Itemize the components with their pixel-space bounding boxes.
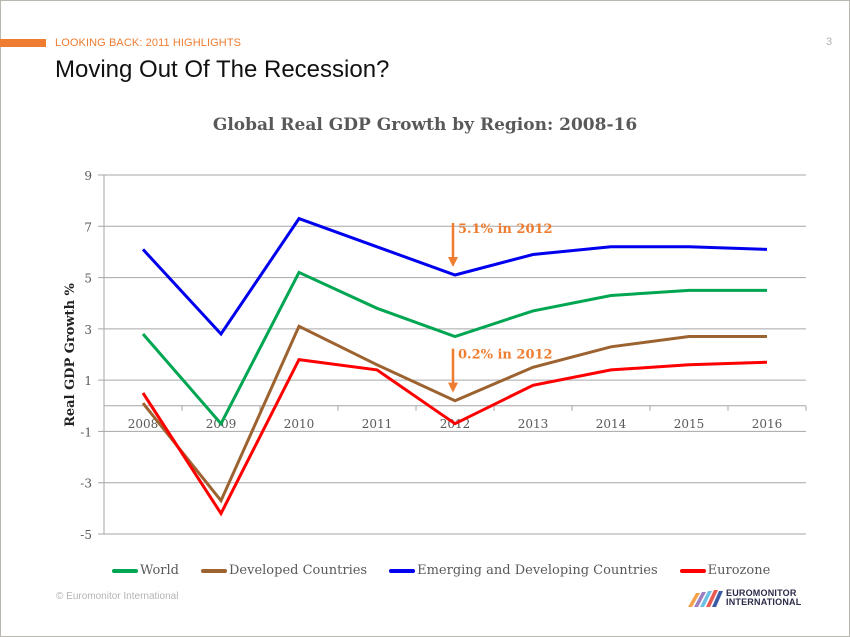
series-line-world [141,270,767,427]
x-tick-label: 2013 [518,417,549,431]
copyright-notice: © Euromonitor International [56,591,179,602]
y-tick-label: 5 [84,272,92,286]
y-tick-label: -5 [80,528,92,542]
annotations: 5.1% in 2012 0.2% in 2012 [448,222,553,393]
chart-legend: World Developed Countries Emerging and D… [112,563,792,578]
series-line-developed [141,324,767,504]
logo-line-2: INTERNATIONAL [726,597,802,607]
legend-item-developed: Developed Countries [201,563,367,578]
y-tick-label: -3 [80,477,92,491]
series-line-eurozone [141,357,768,517]
y-tick-label: -1 [80,425,92,439]
chart-title: Global Real GDP Growth by Region: 2008-1… [212,115,638,135]
slide-title: Moving Out Of The Recession? [55,56,390,83]
x-tick-label: 2015 [674,417,705,431]
annotation-label: 0.2% in 2012 [458,348,553,363]
y-tick-label: 1 [84,374,92,388]
legend-swatch-eurozone [679,568,706,573]
y-tick-label: 3 [84,323,92,337]
legend-swatch-world [112,568,138,573]
legend-swatch-developed [201,568,227,573]
euromonitor-logo: EUROMONITOR INTERNATIONAL [688,589,801,607]
series-lines [141,216,768,517]
logo-mark-icon [688,590,723,607]
y-tick-label: 9 [84,169,92,183]
x-tick-label: 2016 [752,417,783,431]
series-line-emerging [141,216,768,337]
legend-label-eurozone: Eurozone [707,563,771,578]
page-number: 3 [826,36,833,48]
legend-item-world: World [112,563,179,578]
x-tick-label: 2014 [596,417,627,431]
x-tick-label: 2011 [362,417,393,431]
legend-item-emerging: Emerging and Developing Countries [389,563,658,578]
legend-label-world: World [140,563,179,578]
section-accent-bar [0,39,46,47]
legend-swatch-emerging [389,568,416,573]
logo-wordmark: EUROMONITOR INTERNATIONAL [726,589,801,607]
annotation-arrow-head-icon [448,257,458,268]
y-axis-label: Real GDP Growth % [63,282,78,426]
legend-label-developed: Developed Countries [229,563,368,578]
section-label: LOOKING BACK: 2011 HIGHLIGHTS [55,37,242,49]
x-tick-label: 2008 [128,417,159,431]
legend-label-emerging: Emerging and Developing Countries [417,563,658,578]
y-tick-label: 7 [84,220,92,234]
x-tick-label: 2010 [284,417,315,431]
annotation-label: 5.1% in 2012 [458,222,553,237]
legend-item-eurozone: Eurozone [679,563,771,578]
logo-line-1: EUROMONITOR [726,588,797,598]
annotation-arrow-head-icon [448,382,458,393]
